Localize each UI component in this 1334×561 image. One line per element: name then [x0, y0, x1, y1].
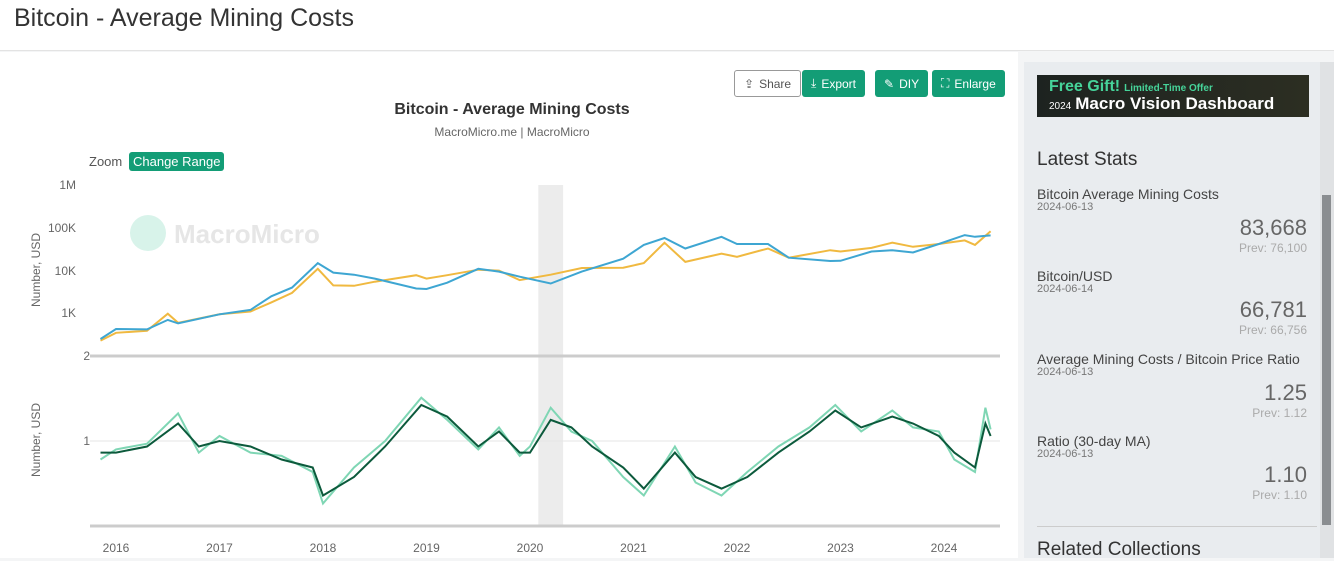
stat-value: 66,781	[1239, 297, 1307, 322]
change-range-button[interactable]: Change Range	[129, 152, 225, 171]
y-tick-label: 1	[83, 434, 90, 448]
stat-date: 2024-06-14	[1037, 283, 1094, 295]
related-collections-title: Related Collections	[1037, 526, 1317, 561]
y-tick-label: 10K	[55, 264, 76, 278]
y-axis-title: Number, USD	[29, 233, 43, 307]
stat-name: Bitcoin/USD	[1037, 268, 1113, 284]
x-tick-label: 2019	[413, 541, 440, 555]
share-icon: ⇪	[744, 76, 755, 91]
banner-line1: Free Gift!	[1049, 78, 1121, 95]
stat-name: Bitcoin Average Mining Costs	[1037, 186, 1219, 202]
stat-prev: Prev: 66,756	[1238, 323, 1307, 337]
enlarge-button[interactable]: ⛶ Enlarge	[932, 70, 1005, 97]
x-tick-label: 2017	[206, 541, 233, 555]
stat-item[interactable]: Bitcoin/USD 2024-06-14 66,781 Prev: 66,756	[1037, 268, 1307, 337]
export-label: Export	[821, 76, 856, 91]
stat-prev: Prev: 76,100	[1238, 241, 1307, 255]
stat-name: Average Mining Costs / Bitcoin Price Rat…	[1037, 351, 1300, 367]
sidebar: Free Gift! Limited-Time Offer 2024 Macro V…	[1024, 62, 1334, 561]
stat-date: 2024-06-13	[1037, 201, 1094, 213]
series-mining-cost	[100, 230, 992, 342]
stat-prev: Prev: 1.10	[1252, 488, 1307, 502]
watermark-text: MacroMicro	[174, 219, 320, 249]
promo-banner[interactable]: Free Gift! Limited-Time Offer 2024 Macro V…	[1037, 75, 1309, 117]
stat-date: 2024-06-13	[1037, 448, 1094, 460]
x-tick-label: 2020	[517, 541, 544, 555]
share-button[interactable]: ⇪ Share	[734, 70, 802, 97]
stat-prev: Prev: 1.12	[1252, 406, 1307, 420]
stat-value: 83,668	[1239, 215, 1307, 240]
banner-offer: Limited-Time Offer	[1124, 83, 1213, 94]
banner-line2: Macro Vision Dashboard	[1075, 94, 1275, 113]
x-tick-label: 2016	[103, 541, 130, 555]
pencil-icon: ✎	[884, 76, 895, 91]
watermark: MacroMicro	[130, 215, 320, 251]
chart-title: Bitcoin - Average Mining Costs	[394, 101, 630, 118]
zoom-label: Zoom	[89, 154, 123, 169]
banner-year: 2024	[1049, 101, 1072, 112]
series-btc-usd	[99, 234, 991, 340]
share-label: Share	[759, 76, 792, 91]
y-tick-label: 1M	[59, 178, 76, 192]
y-tick-label: 2	[83, 349, 90, 363]
stat-name: Ratio (30-day MA)	[1037, 433, 1151, 449]
enlarge-label: Enlarge	[954, 76, 996, 91]
scrollbar-thumb[interactable]	[1322, 195, 1331, 525]
download-icon: ⤓	[811, 76, 817, 90]
chart-svg: 1M 100K 10K 1K 2 1 Number, USD Number, USD 2016 2…	[29, 178, 1000, 555]
y-tick-label: 1K	[61, 306, 76, 320]
chart-subtitle: MacroMicro.me | MacroMicro	[434, 125, 590, 139]
export-button[interactable]: ⤓ Export	[802, 70, 865, 97]
stat-value: 1.25	[1264, 380, 1307, 405]
stat-date: 2024-06-13	[1037, 366, 1094, 378]
x-tick-label: 2021	[620, 541, 647, 555]
diy-label: DIY	[899, 76, 920, 91]
series-ratio-ma	[100, 403, 992, 497]
stat-item[interactable]: Ratio (30-day MA) 2024-06-13 1.10 Prev: 1.1…	[1037, 433, 1307, 502]
x-tick-label: 2022	[724, 541, 751, 555]
stat-item[interactable]: Average Mining Costs / Bitcoin Price Rat…	[1037, 351, 1307, 420]
page-header: Bitcoin - Average Mining Costs	[0, 0, 1334, 51]
series-ratio	[99, 396, 992, 506]
x-tick-label: 2023	[827, 541, 854, 555]
expand-icon: ⛶	[941, 76, 950, 90]
diy-button[interactable]: ✎ DIY	[875, 70, 929, 97]
watermark-logo-icon	[130, 215, 166, 251]
latest-stats-title: Latest Stats	[1037, 149, 1138, 170]
stat-item[interactable]: Bitcoin Average Mining Costs 2024-06-13 83…	[1037, 186, 1307, 255]
y-axis-title: Number, USD	[29, 403, 43, 477]
stat-value: 1.10	[1264, 462, 1307, 487]
chart-panel	[0, 52, 1018, 558]
y-tick-label: 100K	[48, 221, 76, 235]
x-tick-label: 2024	[931, 541, 958, 555]
x-tick-label: 2018	[310, 541, 337, 555]
page-title: Bitcoin - Average Mining Costs	[14, 4, 354, 32]
